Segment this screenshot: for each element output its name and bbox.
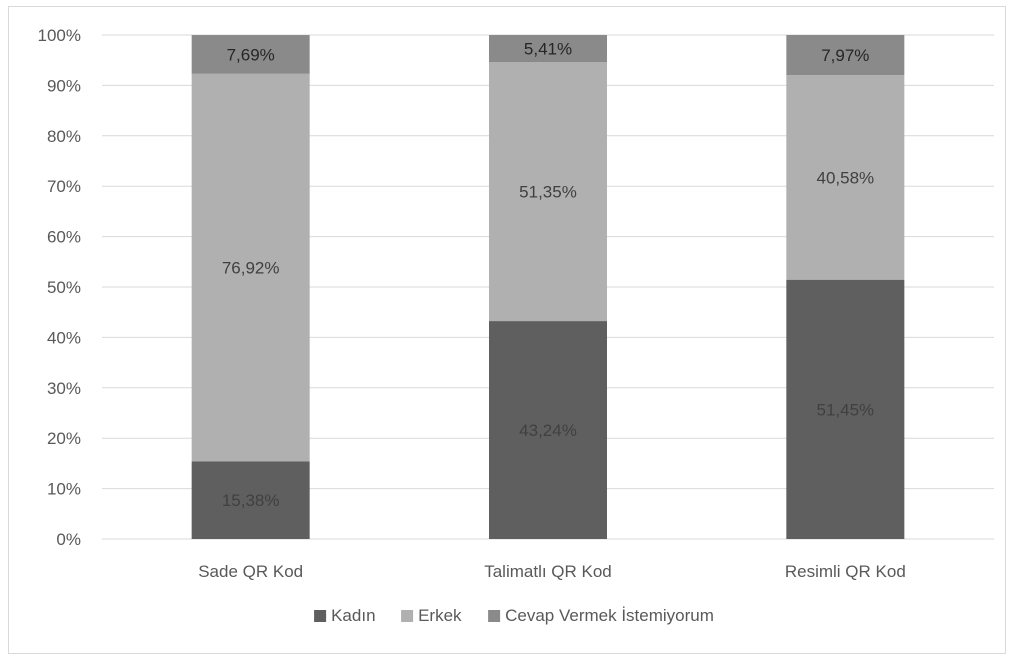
- y-tick-label: 80%: [47, 127, 81, 146]
- stacked-bar-chart: 0% 10% 20% 30% 40% 50% 60% 70% 80% 90% 100% 15,38%…: [38, 26, 994, 625]
- legend-item: Cevap Vermek İstemiyorum: [488, 606, 714, 625]
- y-tick-label: 0%: [56, 530, 81, 549]
- y-tick-label: 50%: [47, 278, 81, 297]
- legend-swatch: [401, 610, 414, 622]
- bar-segment-3: [786, 35, 905, 76]
- category-label: Talimatlı QR Kod: [484, 562, 612, 581]
- bar-segment-3: [489, 35, 607, 63]
- legend-swatch: [488, 610, 501, 622]
- bar-segment-2: [786, 75, 905, 280]
- bar-segment-1: [786, 279, 905, 539]
- data-label: 5,41%: [524, 40, 572, 59]
- y-tick-label: 90%: [47, 76, 81, 95]
- data-label: 40,58%: [816, 168, 874, 187]
- category-label: Resimli QR Kod: [785, 562, 906, 581]
- data-label: 7,97%: [821, 46, 869, 65]
- y-tick-label: 20%: [47, 429, 81, 448]
- chart-area: 0% 10% 20% 30% 40% 50% 60% 70% 80% 90% 100% 15,38%…: [8, 6, 1006, 654]
- y-tick-label: 100%: [38, 26, 81, 45]
- data-label: 51,45%: [816, 400, 874, 419]
- bar-segment-2: [489, 62, 607, 322]
- legend-label: Kadın: [331, 606, 375, 625]
- data-label: 51,35%: [519, 183, 577, 202]
- legend-label: Cevap Vermek İstemiyorum: [505, 606, 714, 625]
- bar-segment-1: [191, 461, 310, 539]
- legend: Kadın Erkek Cevap Vermek İstemiyorum: [314, 606, 714, 625]
- bars: [191, 35, 905, 539]
- bar-segment-3: [191, 35, 310, 74]
- y-tick-label: 10%: [47, 480, 81, 499]
- legend-swatch: [314, 610, 327, 622]
- bar-segment-2: [191, 73, 310, 462]
- data-label: 15,38%: [222, 491, 280, 510]
- y-tick-label: 70%: [47, 177, 81, 196]
- data-labels: 15,38% 76,92% 7,69% 43,24% 51,35% 5,41% 51,45%…: [222, 40, 874, 511]
- y-tick-label: 40%: [47, 328, 81, 347]
- data-label: 76,92%: [222, 259, 280, 278]
- y-axis-tick-labels: 0% 10% 20% 30% 40% 50% 60% 70% 80% 90% 100%: [38, 26, 81, 549]
- legend-label: Erkek: [418, 606, 462, 625]
- data-label: 43,24%: [519, 421, 577, 440]
- x-axis-category-labels: Sade QR Kod Talimatlı QR Kod Resimli QR Ko…: [198, 562, 906, 581]
- y-tick-label: 60%: [47, 228, 81, 247]
- y-tick-label: 30%: [47, 379, 81, 398]
- legend-item: Erkek: [401, 606, 462, 625]
- legend-item: Kadın: [314, 606, 376, 625]
- data-label: 7,69%: [227, 45, 275, 64]
- category-label: Sade QR Kod: [198, 562, 303, 581]
- bar-segment-1: [489, 321, 607, 539]
